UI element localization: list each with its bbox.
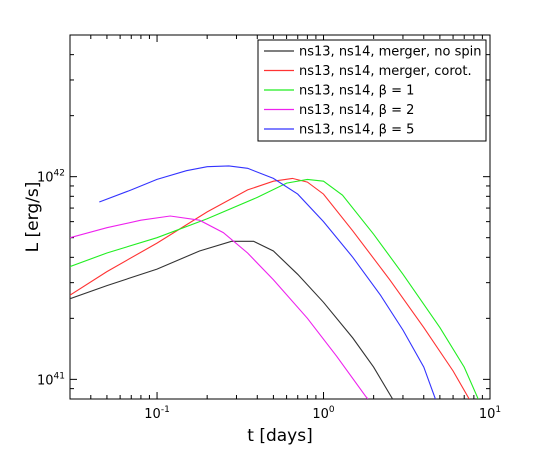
series-lines: [70, 165, 479, 399]
x-tick-base: 10: [312, 407, 329, 422]
x-tick-exponent: -1: [161, 405, 170, 415]
y-tick-exponent: 41: [54, 371, 65, 381]
x-tick-label: 10-1: [144, 405, 170, 422]
y-axis-label: L [erg/s]: [23, 182, 43, 253]
y-tick-exponent: 42: [54, 169, 65, 179]
series-line-3: [70, 178, 479, 399]
legend-label-4: ns13, ns14, β = 2: [299, 103, 414, 118]
y-tick-base: 10: [37, 373, 54, 388]
series-line-5: [99, 165, 436, 399]
series-line-1: [70, 240, 394, 399]
legend-box: [257, 39, 487, 142]
ticks: [69, 34, 491, 400]
x-tick-base: 10: [479, 407, 496, 422]
legend-label-3: ns13, ns14, β = 1: [299, 84, 414, 99]
x-tick-label: 100: [312, 405, 335, 422]
legend-label-5: ns13, ns14, β = 5: [299, 123, 414, 138]
x-tick-exponent: 0: [329, 405, 335, 415]
y-tick-label: 1041: [37, 371, 65, 388]
legend: ns13, ns14, merger, no spin ns13, ns14, m…: [257, 39, 487, 142]
series-line-4: [70, 215, 369, 399]
y-tick-base: 10: [37, 171, 54, 186]
legend-label-1: ns13, ns14, merger, no spin: [299, 45, 481, 60]
x-tick-label: 101: [479, 405, 501, 422]
legend-label-2: ns13, ns14, merger, corot.: [299, 64, 472, 79]
x-tick-base: 10: [144, 407, 161, 422]
x-tick-exponent: 1: [495, 405, 501, 415]
x-axis-label: t [days]: [247, 426, 312, 446]
y-tick-label: 1042: [37, 169, 65, 186]
